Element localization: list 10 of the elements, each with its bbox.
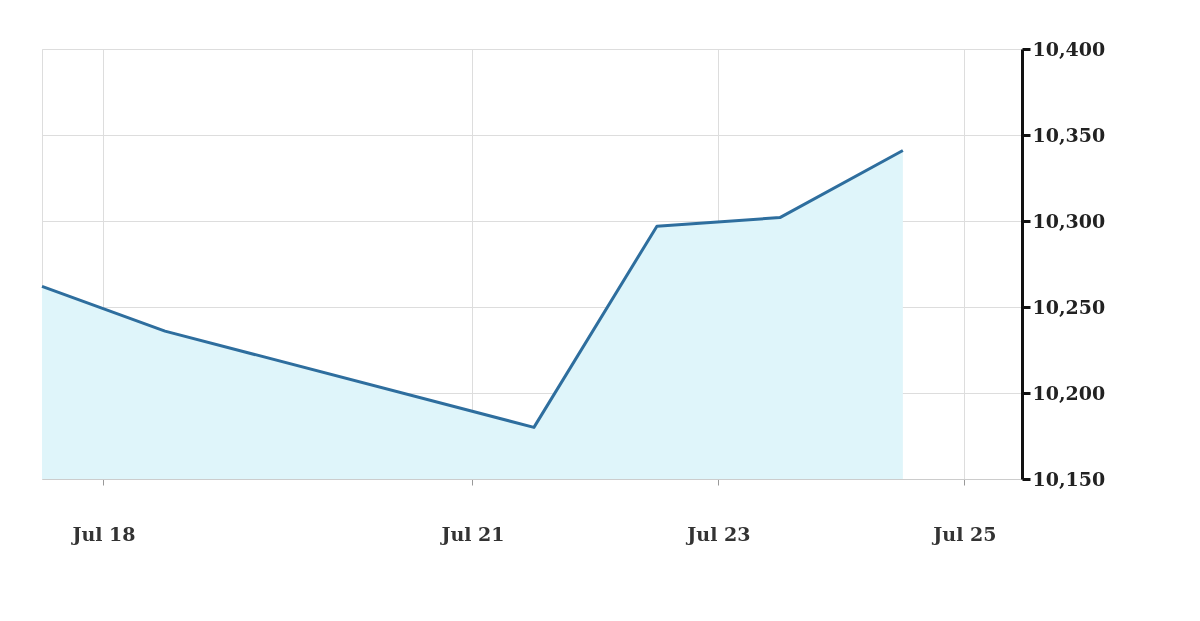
x-tick-label: Jul 23 [685,522,751,545]
y-tick-label: 10,200 [1032,381,1106,404]
x-tick-label: Jul 21 [439,522,505,545]
y-tick-label: 10,350 [1032,123,1106,146]
y-tick-label: 10,150 [1032,467,1106,490]
y-tick-label: 10,250 [1032,295,1106,318]
x-tick-label: Jul 18 [70,522,136,545]
y-tick-label: 10,300 [1032,209,1106,232]
y-tick-label: 10,400 [1032,37,1106,60]
x-tick-label: Jul 25 [931,522,997,545]
